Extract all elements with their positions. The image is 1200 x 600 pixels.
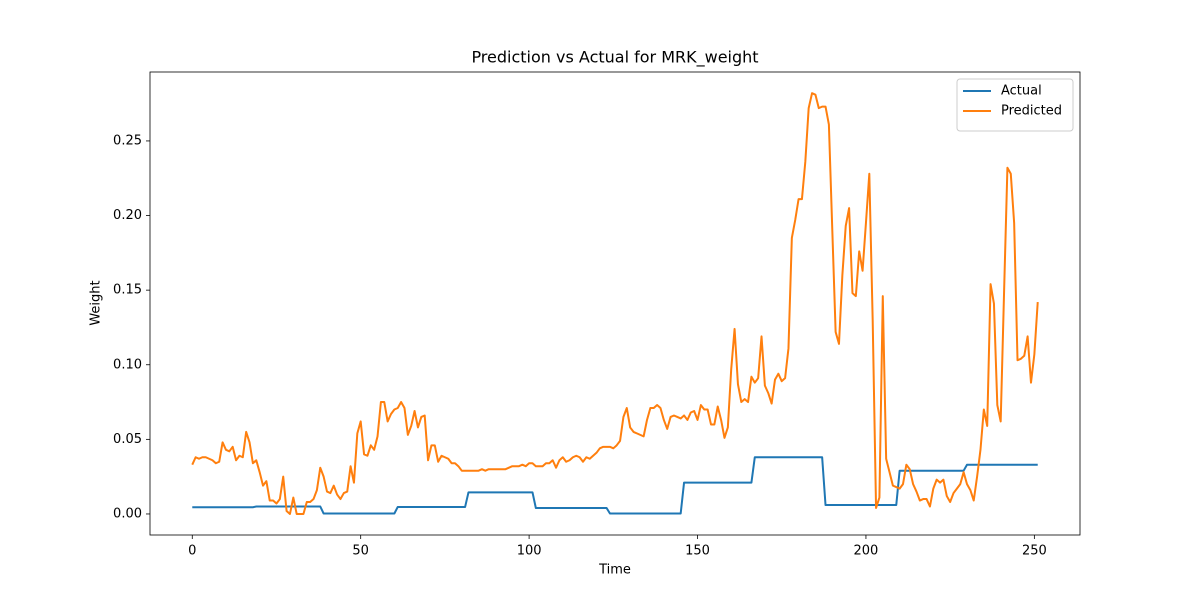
data-line (192, 456, 1038, 515)
y-tick-label: 0.20 (113, 208, 142, 223)
y-tick-label: 0.15 (113, 283, 142, 298)
x-tick-label: 150 (685, 544, 710, 559)
y-tick-label: 0.10 (113, 357, 142, 372)
x-tick-label: 250 (1022, 544, 1047, 559)
legend-label: Actual (1001, 84, 1042, 99)
y-tick-label: 0.25 (113, 133, 142, 148)
y-tick-label: 0.00 (113, 506, 142, 521)
y-tick-label: 0.05 (113, 432, 142, 447)
legend-label: Predicted (1001, 104, 1062, 119)
x-tick-label: 50 (352, 544, 369, 559)
x-axis-label: Time (598, 563, 631, 578)
x-tick-label: 100 (517, 544, 542, 559)
y-axis-label: Weight (89, 280, 104, 325)
x-tick-label: 0 (188, 544, 196, 559)
data-line (191, 92, 1039, 515)
chart-title: Prediction vs Actual for MRK_weight (471, 48, 758, 68)
x-tick-label: 200 (854, 544, 879, 559)
plot-frame (149, 71, 1081, 536)
